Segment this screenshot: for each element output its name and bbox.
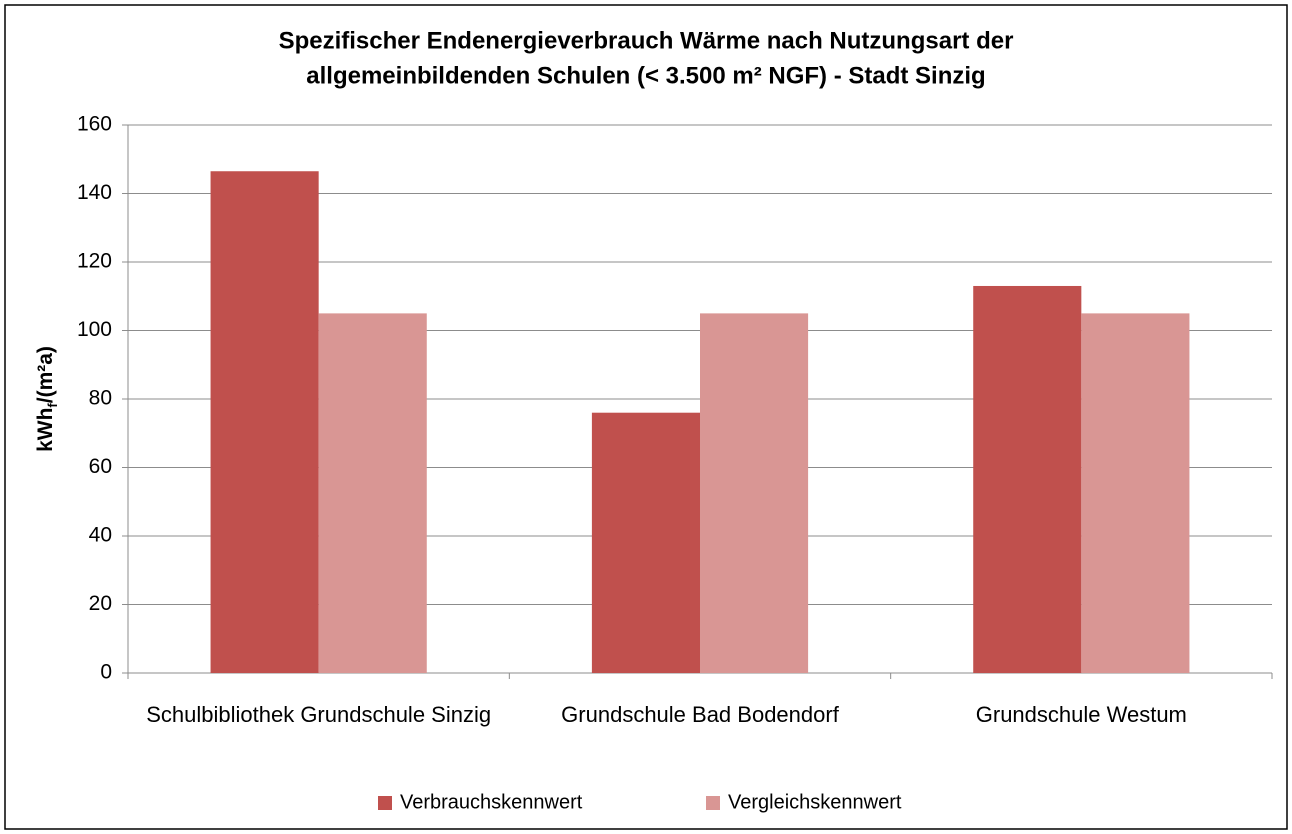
legend-swatch <box>706 796 720 810</box>
y-tick-label: 80 <box>89 387 112 410</box>
y-axis-label-part: kWh <box>34 408 57 452</box>
x-tick-label: Grundschule Westum <box>975 702 1187 727</box>
bar <box>700 313 809 673</box>
bar <box>318 313 427 673</box>
y-axis-label: kWhf/(m²a) <box>34 346 60 452</box>
chart-title: Spezifischer Endenergieverbrauch Wärme n… <box>279 27 1014 54</box>
legend-label: Vergleichskennwert <box>728 791 902 813</box>
bar <box>591 412 700 673</box>
y-tick-label: 120 <box>77 250 112 273</box>
y-tick-label: 20 <box>89 592 112 615</box>
bar <box>210 171 319 674</box>
y-tick-label: 100 <box>77 318 112 341</box>
x-tick-label: Schulbibliothek Grundschule Sinzig <box>146 702 492 727</box>
y-axis-label-part: /(m²a) <box>34 346 57 403</box>
bar <box>1081 313 1190 673</box>
y-tick-label: 0 <box>100 661 112 684</box>
bar <box>973 285 1082 673</box>
y-axis-label-part: f <box>45 403 60 408</box>
y-tick-label: 160 <box>77 113 112 136</box>
y-tick-label: 60 <box>89 455 112 478</box>
chart-title: allgemeinbildenden Schulen (< 3.500 m² N… <box>306 62 985 89</box>
legend-label: Verbrauchskennwert <box>400 791 583 813</box>
x-tick-label: Grundschule Bad Bodendorf <box>561 702 839 727</box>
y-tick-label: 40 <box>89 524 112 547</box>
y-tick-label: 140 <box>77 181 112 204</box>
legend-swatch <box>378 796 392 810</box>
